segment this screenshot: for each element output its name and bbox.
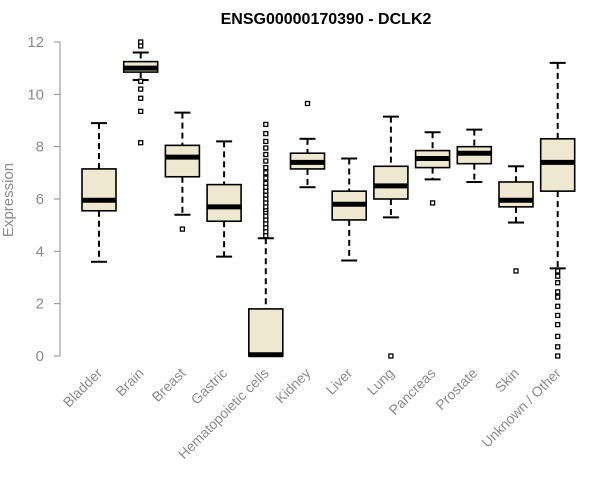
outlier-point <box>263 151 269 158</box>
box <box>164 144 201 178</box>
box-group <box>456 128 493 183</box>
outlier-point <box>555 312 561 319</box>
box-group <box>373 115 409 359</box>
x-category-label: Breast <box>149 365 189 405</box>
x-category-label: Lung <box>364 365 397 398</box>
outlier-point <box>555 294 561 300</box>
box-group <box>331 157 368 262</box>
y-tick-label: 0 <box>36 348 44 365</box>
outlier-point <box>138 108 144 114</box>
x-category-label: Liver <box>323 365 356 398</box>
outlier-point <box>138 78 144 84</box>
x-category-label: Kidney <box>272 365 314 407</box>
outlier-point <box>555 333 561 340</box>
outlier-point <box>555 289 561 295</box>
chart-title: ENSG00000170390 - DCLK2 <box>221 11 432 28</box>
box <box>248 308 284 357</box>
box <box>206 183 242 223</box>
outlier-point <box>138 95 144 101</box>
x-category-label: Brain <box>112 365 146 399</box>
outlier-point <box>429 200 436 206</box>
box <box>81 168 117 212</box>
x-category-label: Unknown / Other <box>478 365 564 451</box>
outlier-point <box>263 130 269 137</box>
outlier-point <box>304 100 311 107</box>
box <box>498 181 534 208</box>
outlier-point <box>138 39 144 45</box>
x-category-label: Bladder <box>60 365 106 411</box>
outlier-point <box>263 158 269 164</box>
outlier-point <box>555 273 561 279</box>
y-axis-label: Expression <box>0 163 17 237</box>
outlier-point <box>555 344 561 350</box>
y-tick-label: 2 <box>36 296 44 313</box>
y-tick-label: 8 <box>36 139 44 156</box>
outlier-point <box>179 226 186 232</box>
outlier-point <box>555 268 561 274</box>
y-tick-label: 6 <box>36 191 44 208</box>
outlier-point <box>388 353 394 359</box>
box-group <box>414 131 451 206</box>
y-axis: 0 2 4 6 8 10 12 <box>27 34 61 365</box>
box-group <box>206 140 242 258</box>
box-group <box>122 39 159 146</box>
y-tick-label: 12 <box>27 34 44 51</box>
box-group <box>164 111 201 232</box>
x-category-label: Skin <box>492 365 523 396</box>
outlier-point <box>555 303 561 309</box>
box-group <box>248 121 284 358</box>
plot-area <box>81 39 576 359</box>
outlier-point <box>138 140 144 146</box>
outlier-point <box>555 280 561 286</box>
outlier-point <box>263 175 269 181</box>
outlier-point <box>555 321 561 328</box>
box-group <box>81 122 117 263</box>
y-tick-label: 4 <box>36 243 44 260</box>
outlier-point <box>263 164 269 171</box>
outlier-point <box>513 268 519 274</box>
x-category-label: Prostate <box>432 365 480 413</box>
box <box>539 138 576 192</box>
box <box>373 165 409 200</box>
outlier-point <box>263 170 269 176</box>
outlier-point <box>263 121 269 128</box>
outlier-point <box>263 145 269 151</box>
box-group <box>498 165 534 274</box>
outlier-point <box>555 353 561 359</box>
box-group <box>539 61 576 359</box>
outlier-point <box>138 86 144 92</box>
y-tick-label: 10 <box>27 86 44 103</box>
outlier-point <box>263 138 269 145</box>
outlier-point <box>263 180 269 186</box>
box-group <box>289 100 326 189</box>
